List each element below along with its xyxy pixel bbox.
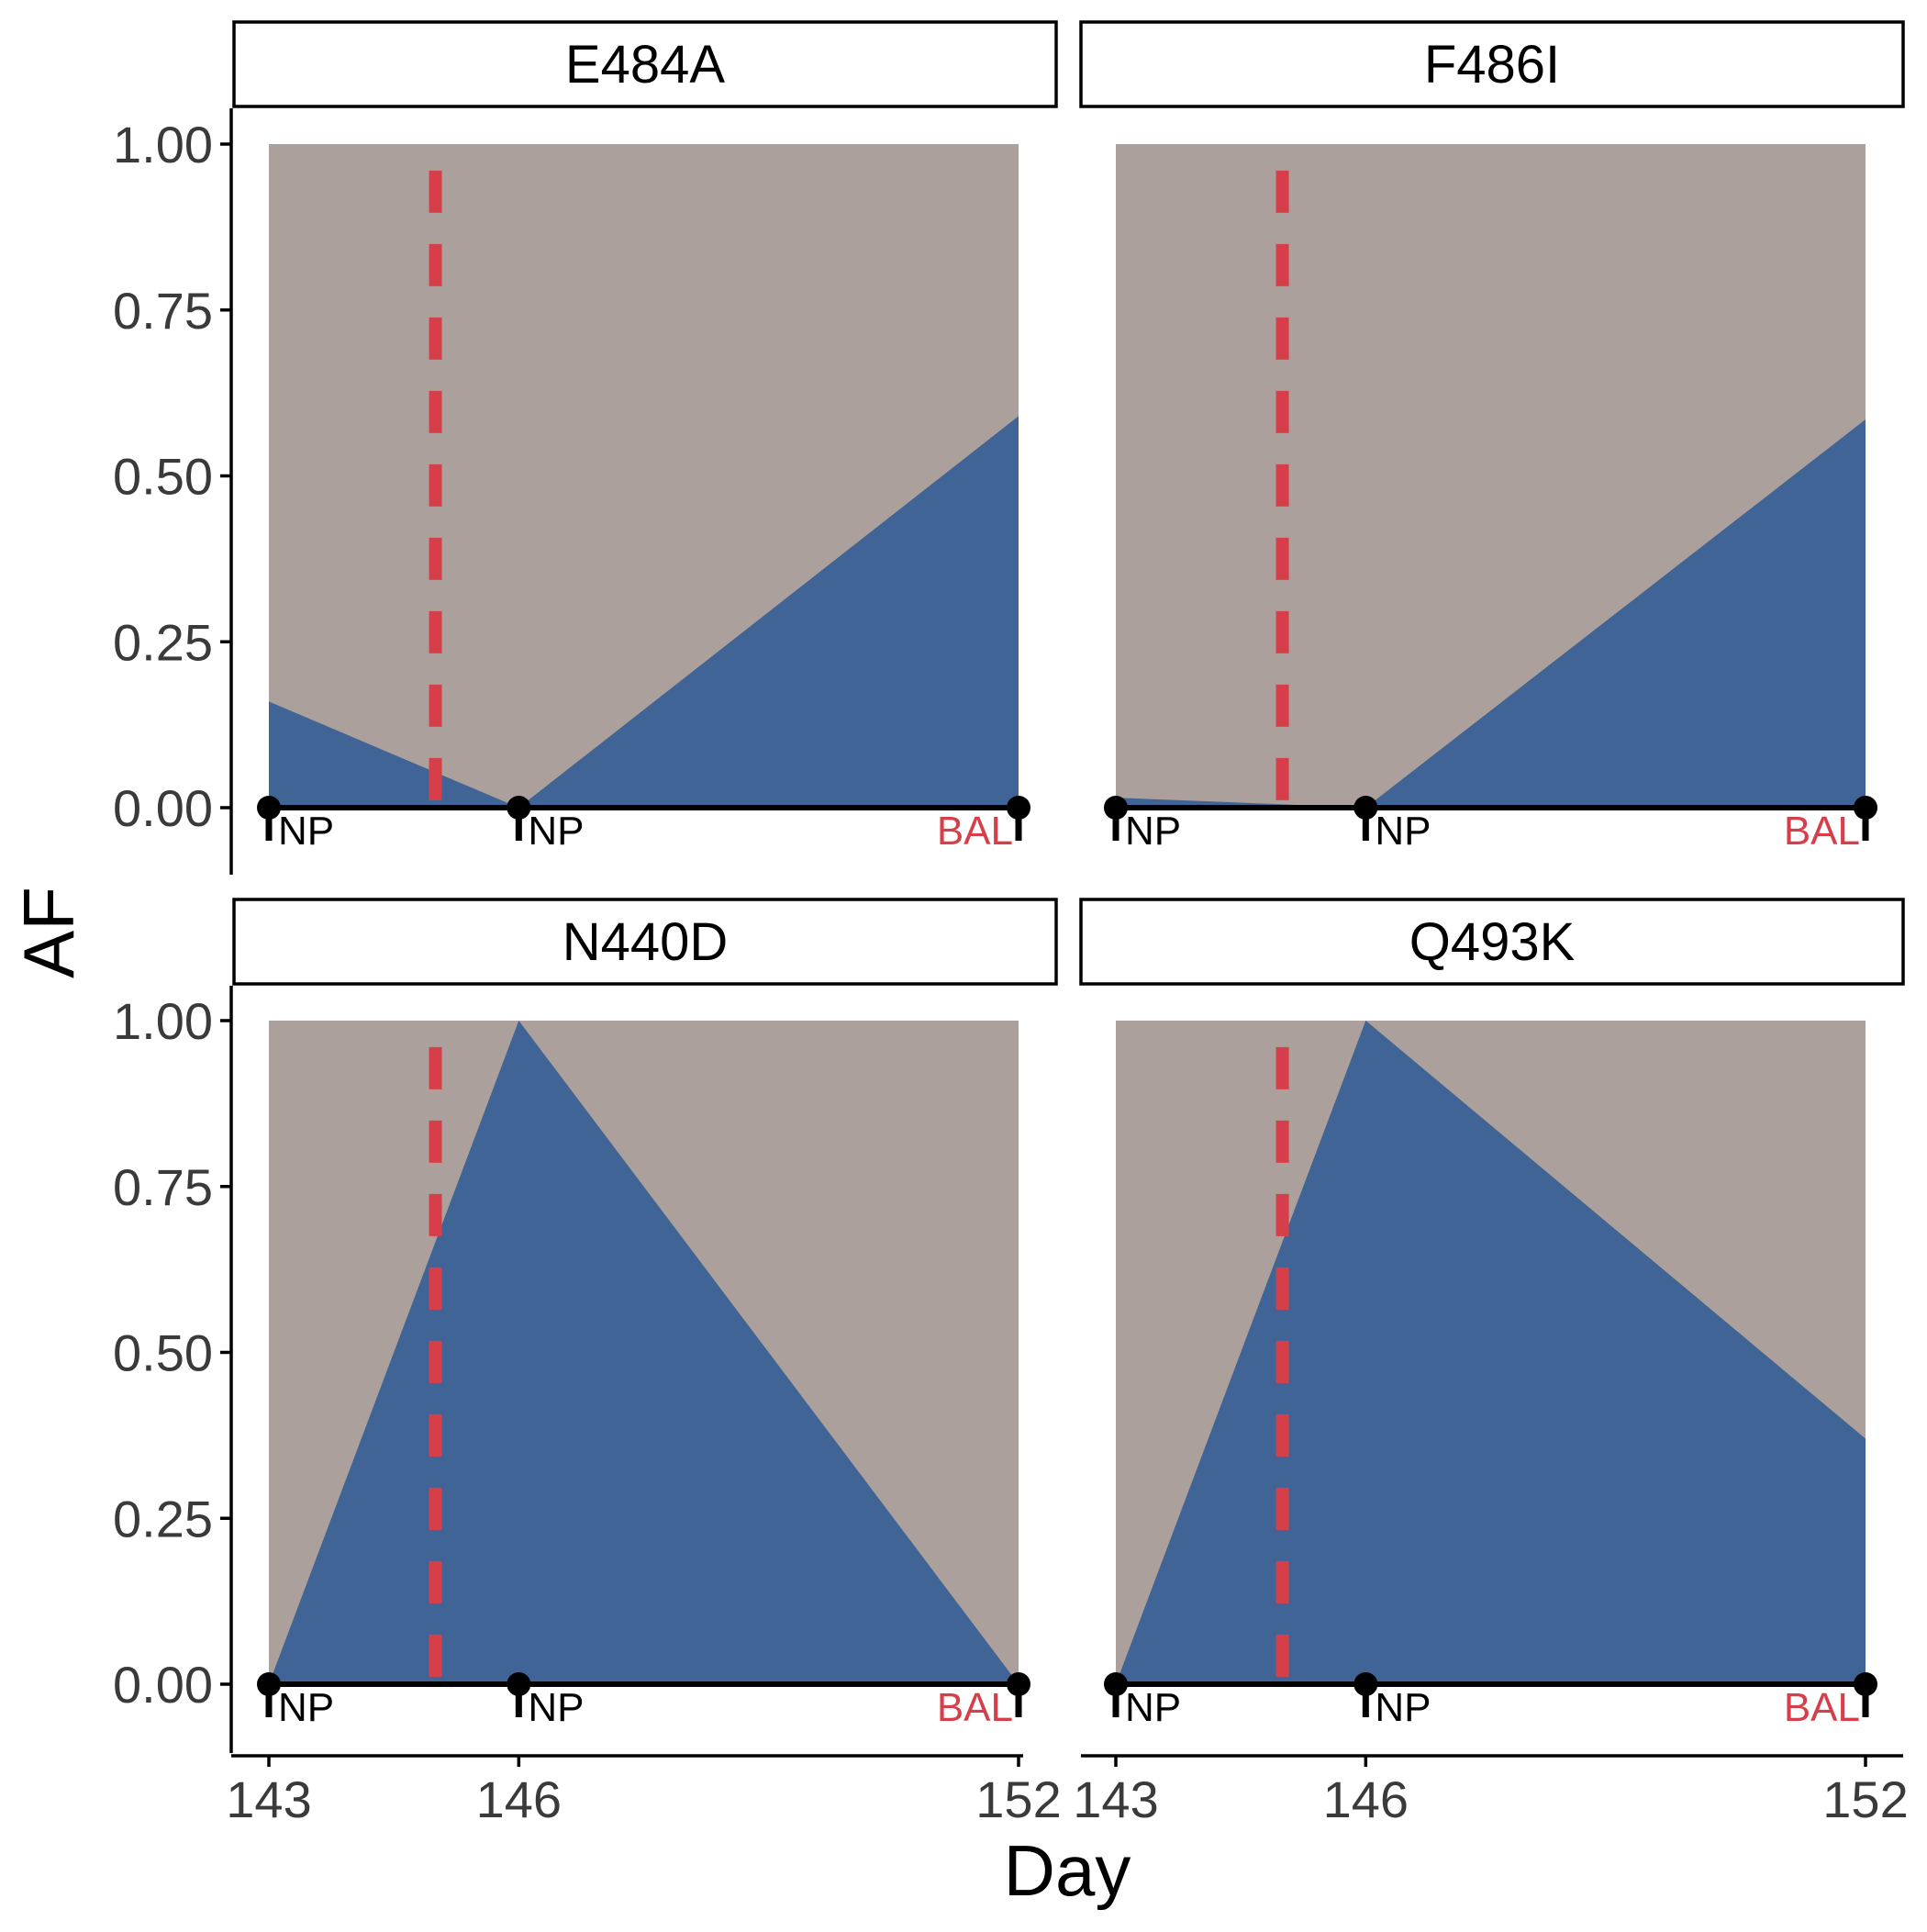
sample-label: BAL — [1784, 809, 1860, 854]
x-tick-label: 152 — [1822, 1770, 1908, 1828]
sample-point — [507, 1672, 531, 1696]
x-tick-label: 143 — [226, 1770, 311, 1828]
facet-panel-q493k: Q493K NP NP BAL 143 146 152 — [1073, 898, 1909, 1828]
y-axis-title: AF — [8, 887, 89, 978]
y-tick-label: 0.25 — [113, 613, 213, 671]
y-tick-label: 1.00 — [113, 992, 213, 1050]
x-axis-title: Day — [1004, 1830, 1131, 1911]
y-tick-label: 0.00 — [113, 779, 213, 837]
sample-point — [1104, 1672, 1128, 1696]
x-tick-label: 146 — [476, 1770, 562, 1828]
af-area — [1116, 1021, 1866, 1684]
sample-label: NP — [278, 809, 334, 854]
strip-box — [232, 20, 1058, 108]
sample-label: BAL — [937, 809, 1013, 854]
strip-label: E484A — [565, 35, 725, 95]
af-area — [269, 1021, 1019, 1684]
sample-point — [257, 1672, 281, 1696]
y-tick-label: 0.50 — [113, 448, 213, 506]
sample-point — [1854, 796, 1877, 820]
sample-point — [1854, 1672, 1877, 1696]
facet-panel-n440d: N440D NP NP BAL 0.00 0.25 0.50 0.75 1.00 143 146 15… — [113, 898, 1062, 1828]
sample-point — [1104, 796, 1128, 820]
y-tick-label: 0.75 — [113, 282, 213, 340]
y-tick-label: 1.00 — [113, 116, 213, 173]
facet-panel-f486i: F486I NP NP BAL — [1079, 20, 1905, 854]
sample-point — [1353, 1672, 1378, 1696]
af-area — [1116, 419, 1866, 808]
sample-label: BAL — [1784, 1685, 1860, 1730]
y-tick-label: 0.25 — [113, 1490, 213, 1547]
strip-box — [1079, 898, 1905, 986]
sample-point — [1007, 1672, 1030, 1696]
strip-box — [232, 898, 1058, 986]
strip-box — [1079, 20, 1905, 108]
x-tick-label: 152 — [975, 1770, 1061, 1828]
sample-point — [507, 796, 531, 820]
sample-point — [1353, 796, 1378, 820]
strip-label: Q493K — [1409, 912, 1576, 972]
sample-label: BAL — [937, 1685, 1013, 1730]
sample-point — [1007, 796, 1030, 820]
x-tick-label: 146 — [1323, 1770, 1409, 1828]
y-tick-label: 0.75 — [113, 1158, 213, 1216]
sample-label: NP — [1375, 1685, 1431, 1730]
facet-panel-e484a: E484A NP NP BAL 0.00 0.25 0.50 0.75 1.00 — [113, 20, 1058, 875]
sample-label: NP — [528, 1685, 584, 1730]
sample-point — [257, 796, 281, 820]
sample-label: NP — [1125, 809, 1181, 854]
sample-label: NP — [528, 809, 584, 854]
strip-label: F486I — [1424, 35, 1560, 95]
y-tick-label: 0.00 — [113, 1656, 213, 1714]
strip-label: N440D — [563, 912, 729, 972]
sample-label: NP — [1125, 1685, 1181, 1730]
y-tick-label: 0.50 — [113, 1324, 213, 1382]
sample-label: NP — [1375, 809, 1431, 854]
x-tick-label: 143 — [1073, 1770, 1158, 1828]
af-area — [269, 416, 1019, 808]
sample-label: NP — [278, 1685, 334, 1730]
